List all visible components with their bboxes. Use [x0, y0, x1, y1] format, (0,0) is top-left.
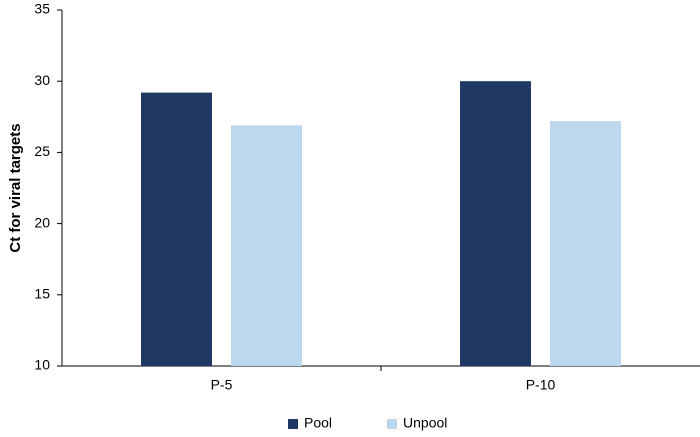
bar — [460, 81, 531, 366]
y-tick-label: 25 — [34, 143, 50, 159]
legend-swatch — [387, 419, 398, 429]
bar — [550, 121, 621, 367]
legend-label: Unpool — [403, 415, 447, 431]
x-tick-label: P-10 — [526, 377, 556, 393]
bar — [231, 125, 302, 367]
y-tick-label: 30 — [34, 72, 50, 88]
y-tick-label: 35 — [34, 1, 50, 17]
y-tick-label: 15 — [34, 286, 50, 302]
y-axis-label: Ct for viral targets — [7, 123, 24, 252]
y-tick-label: 20 — [34, 214, 50, 230]
legend-label: Pool — [304, 415, 332, 431]
x-tick-label: P-5 — [211, 377, 233, 393]
y-tick-label: 10 — [34, 357, 50, 373]
bar — [141, 92, 212, 366]
legend-swatch — [288, 419, 298, 429]
